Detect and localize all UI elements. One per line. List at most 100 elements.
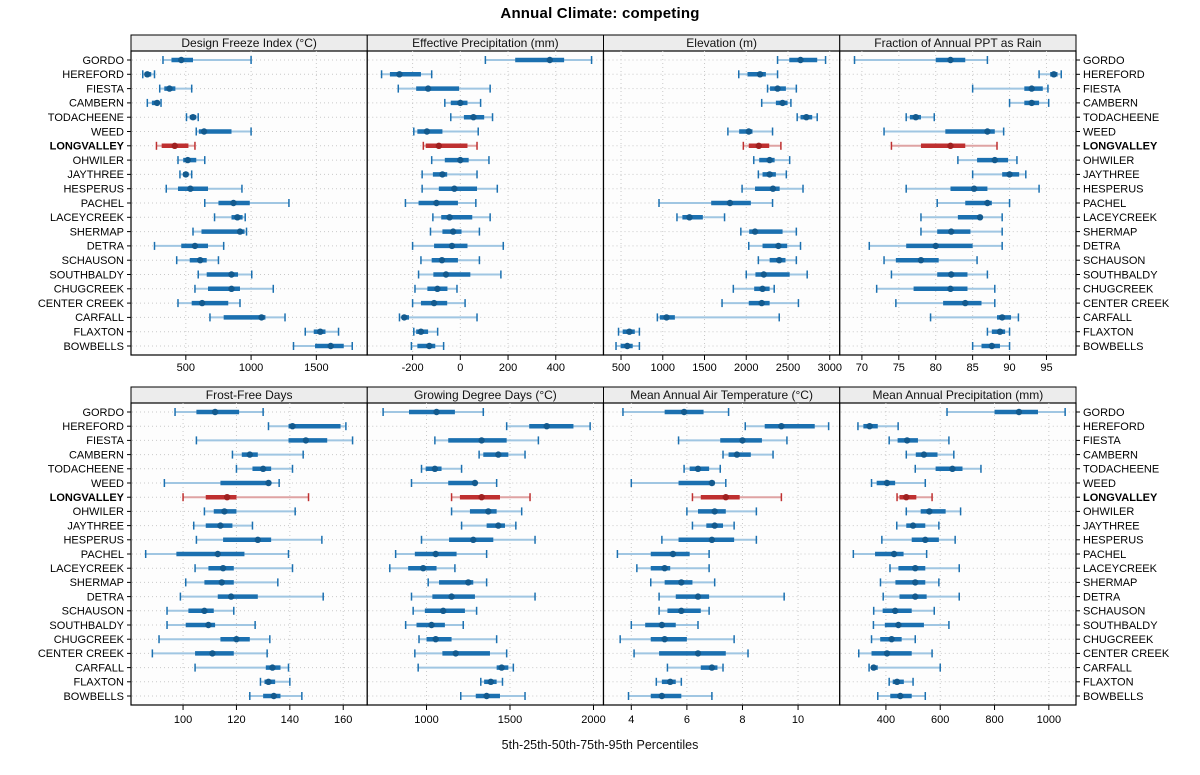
station-label-left: LACEYCREEK: [50, 212, 125, 224]
median-dot: [327, 342, 334, 350]
axis-tick-label: 160: [334, 714, 352, 726]
whisker-growing-degree-days-c-bowbells: [459, 692, 526, 700]
axis-tick-label: 10: [792, 714, 804, 726]
whisker-effective-precipitation-mm-chugcreek: [414, 284, 458, 293]
axis-tick-label: 2500: [776, 362, 800, 374]
median-dot: [449, 228, 457, 235]
whisker-elevation-m-ohwiler: [753, 156, 791, 165]
whisker-frost-free-days-fiesta: [195, 436, 354, 445]
median-dot: [423, 128, 431, 135]
station-label-left: SCHAUSON: [62, 255, 124, 267]
whisker-fraction-of-annual-ppt-as-rain-gordo: [853, 56, 989, 64]
whisker-mean-annual-precipitation-mm-laceycreek: [889, 564, 960, 573]
median-dot: [779, 99, 786, 107]
median-dot: [227, 593, 235, 600]
station-label-right: CARFALL: [1083, 662, 1132, 674]
axis-tick-label: 120: [227, 714, 245, 726]
whisker-elevation-m-pachel: [658, 199, 774, 207]
whisker-frost-free-days-shermap: [184, 578, 279, 587]
station-label-right: TODACHEENE: [1083, 464, 1159, 476]
median-dot: [888, 636, 895, 643]
whisker-design-freeze-index-c-bowbells: [292, 342, 353, 350]
whisker-design-freeze-index-c-flaxton: [304, 327, 340, 336]
whisker-frost-free-days-center-creek: [151, 649, 268, 658]
median-dot: [218, 579, 225, 586]
whisker-elevation-m-gordo: [776, 56, 827, 64]
whisker-fraction-of-annual-ppt-as-rain-shermap: [920, 227, 1003, 236]
whisker-fraction-of-annual-ppt-as-rain-bowbells: [971, 342, 1011, 350]
station-label-left: LONGVALLEY: [50, 492, 125, 504]
axis-tick-label: 500: [612, 362, 630, 374]
whisker-elevation-m-laceycreek: [676, 213, 726, 222]
panel-title: Elevation (m): [686, 36, 757, 50]
whisker-effective-precipitation-mm-laceycreek: [432, 213, 491, 222]
station-label-right: SHERMAP: [1083, 226, 1137, 238]
whisker-mean-annual-air-temperature-c-ohwiler: [686, 507, 758, 516]
whisker-elevation-m-southbaldy: [745, 270, 808, 279]
axis-tick-label: -200: [402, 362, 424, 374]
median-dot: [722, 494, 729, 501]
axis-tick-label: 400: [877, 714, 895, 726]
whisker-fraction-of-annual-ppt-as-rain-ohwiler: [957, 156, 1018, 165]
axis-tick-label: 1500: [498, 714, 522, 726]
whisker-effective-precipitation-mm-fiesta: [397, 84, 491, 93]
median-dot: [739, 437, 746, 444]
median-dot: [895, 621, 902, 629]
station-label-left: WEED: [91, 126, 124, 138]
whisker-fraction-of-annual-ppt-as-rain-longvalley: [890, 141, 998, 150]
median-dot: [797, 56, 804, 64]
median-dot: [775, 242, 782, 250]
whisker-growing-degree-days-c-todacheene: [420, 464, 463, 473]
median-dot: [478, 494, 485, 501]
station-label-right: WEED: [1083, 478, 1116, 490]
median-dot: [432, 550, 439, 558]
whisker-fraction-of-annual-ppt-as-rain-fiesta: [971, 84, 1049, 93]
median-dot: [485, 508, 492, 515]
median-dot: [912, 593, 919, 600]
median-dot: [426, 342, 433, 350]
median-dot: [258, 314, 265, 321]
whisker-growing-degree-days-c-southbaldy: [404, 621, 465, 629]
median-dot: [219, 565, 227, 572]
median-dot: [926, 508, 933, 515]
whisker-effective-precipitation-mm-flaxton: [413, 327, 439, 336]
whisker-frost-free-days-pachel: [144, 550, 290, 558]
median-dot: [543, 423, 550, 430]
whisker-mean-annual-air-temperature-c-jaythree: [691, 521, 735, 530]
station-label-left: CAMBERN: [69, 449, 124, 461]
whisker-elevation-m-detra: [748, 241, 802, 250]
median-dot: [769, 185, 777, 192]
median-dot: [265, 479, 272, 487]
median-dot: [214, 550, 221, 558]
whisker-growing-degree-days-c-carfall: [417, 663, 515, 672]
whisker-mean-annual-precipitation-mm-detra: [882, 592, 960, 601]
station-labels-bottom: GORDO GORDO HEREFORD HEREFORD FIESTA FIESTA CA…: [38, 407, 1170, 703]
station-label-right: OHWILER: [1083, 506, 1134, 518]
median-dot: [984, 128, 991, 135]
median-dot: [733, 451, 741, 458]
median-dot: [396, 71, 403, 78]
whisker-effective-precipitation-mm-todacheene: [450, 113, 494, 122]
station-labels-top: GORDO GORDO HEREFORD HEREFORD FIESTA FIESTA CA…: [38, 55, 1170, 353]
whisker-growing-degree-days-c-jaythree: [460, 521, 517, 530]
median-dot: [751, 228, 759, 235]
median-dot: [189, 114, 197, 121]
median-dot: [223, 494, 231, 501]
median-dot: [457, 99, 464, 107]
station-label-right: PACHEL: [1083, 198, 1126, 210]
median-dot: [431, 465, 439, 472]
median-dot: [200, 128, 208, 135]
station-label-left: FIESTA: [86, 435, 124, 447]
whisker-elevation-m-flaxton: [617, 327, 641, 336]
station-label-left: SCHAUSON: [62, 606, 124, 618]
station-label-left: WEED: [91, 478, 124, 490]
whisker-mean-annual-air-temperature-c-schauson: [658, 606, 710, 615]
whisker-mean-annual-air-temperature-c-todacheene: [683, 464, 721, 473]
station-label-left: LACEYCREEK: [50, 563, 125, 575]
whisker-design-freeze-index-c-center-creek: [177, 299, 241, 308]
median-dot: [254, 536, 262, 543]
whisker-fraction-of-annual-ppt-as-rain-jaythree: [971, 170, 1027, 179]
median-dot: [546, 56, 554, 64]
whisker-mean-annual-air-temperature-c-carfall: [666, 663, 724, 672]
axis-tick-label: 140: [281, 714, 299, 726]
